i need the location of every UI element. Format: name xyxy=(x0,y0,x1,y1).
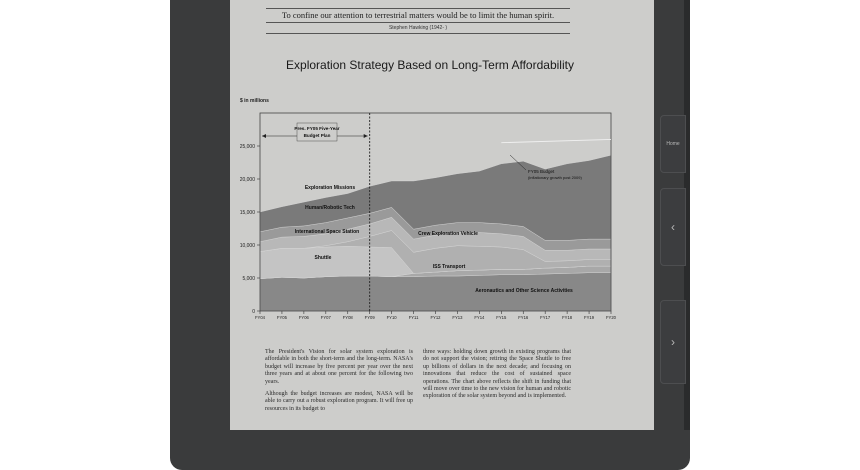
series-label-shuttle: Shuttle xyxy=(315,255,332,261)
quote-top-rule xyxy=(266,8,570,9)
x-tick-label: FY05 xyxy=(277,315,288,320)
series-label-human-robotic-tech: Human/Robotic Tech xyxy=(305,205,355,211)
x-tick-label: FY16 xyxy=(518,315,529,320)
chart-title: Exploration Strategy Based on Long-Term … xyxy=(286,58,574,72)
series-label-aeronautics-science: Aeronautics and Other Science Activities xyxy=(475,288,573,294)
fy05-budget-label: FY05 Budget xyxy=(528,169,555,174)
x-tick-label: FY17 xyxy=(540,315,551,320)
budget-plan-arrow-right xyxy=(363,134,368,138)
y-tick-label: 10,000 xyxy=(240,243,256,249)
budget-plan-box xyxy=(296,122,338,142)
budget-plan-label: Budget Plan xyxy=(304,133,331,138)
quote-mid-rule xyxy=(266,22,570,23)
x-tick-label: FY14 xyxy=(474,315,485,320)
x-tick-label: FY04 xyxy=(255,315,266,320)
body-text-column-left: The President's Vision for solar system … xyxy=(265,349,413,418)
prev-page-button[interactable]: ‹ xyxy=(660,188,686,266)
x-tick-label: FY13 xyxy=(452,315,463,320)
ereader-screen[interactable]: To confine our attention to terrestrial … xyxy=(230,0,654,430)
quote-author: Stephen Hawking (1942- ) xyxy=(388,25,448,31)
next-page-button[interactable]: › xyxy=(660,300,686,384)
x-tick-label: FY08 xyxy=(343,315,354,320)
area-chart: 0 5,000 10,000 15,000 20,000 25,000 FY04 FY05 FY… xyxy=(240,112,617,320)
y-tick-label: 25,000 xyxy=(240,144,256,150)
series-label-iss-transport: ISS Transport xyxy=(433,264,466,270)
y-tick-label: 20,000 xyxy=(240,177,256,183)
body-text-column-right: three ways: holding down growth in exist… xyxy=(423,349,571,406)
fy05-budget-leader xyxy=(509,154,527,171)
x-tick-label: FY09 xyxy=(365,315,376,320)
budget-plan-arrow-left xyxy=(262,134,266,138)
x-tick-label: FY11 xyxy=(409,315,419,320)
y-tick-label: 15,000 xyxy=(240,210,256,216)
y-axis-label: $ in millions xyxy=(240,98,269,104)
x-tick-label: FY18 xyxy=(562,315,573,320)
x-tick-label: FY10 xyxy=(387,315,398,320)
x-tick-label: FY15 xyxy=(496,315,507,320)
series-label-exploration-missions: Exploration Missions xyxy=(305,185,356,191)
y-tick-label: 0 xyxy=(252,309,255,315)
x-tick-label: FY07 xyxy=(321,315,332,320)
x-tick-label: FY20 xyxy=(606,315,617,320)
body-paragraph: Although the budget increases are modest… xyxy=(265,391,413,412)
series-label-crew-exploration-vehicle: Crew Exploration Vehicle xyxy=(418,231,478,237)
fy05-budget-note: (inflationary growth post 2009) xyxy=(528,175,582,180)
y-tick-label: 5,000 xyxy=(242,276,255,282)
quote-bottom-rule xyxy=(266,33,570,34)
series-label-international-space-station: International Space Station xyxy=(295,229,359,235)
x-tick-label: FY12 xyxy=(430,315,441,320)
x-tick-label: FY06 xyxy=(299,315,310,320)
body-paragraph: The President's Vision for solar system … xyxy=(265,349,413,385)
body-paragraph: three ways: holding down growth in exist… xyxy=(423,349,571,400)
budget-plan-label: Pres. FY05 Five-Year xyxy=(294,126,339,131)
device-edge xyxy=(684,0,690,430)
home-button[interactable]: Home xyxy=(660,115,686,173)
x-tick-label: FY19 xyxy=(584,315,595,320)
fy05-budget-line xyxy=(501,138,612,144)
quote-text: To confine our attention to terrestrial … xyxy=(281,10,555,20)
